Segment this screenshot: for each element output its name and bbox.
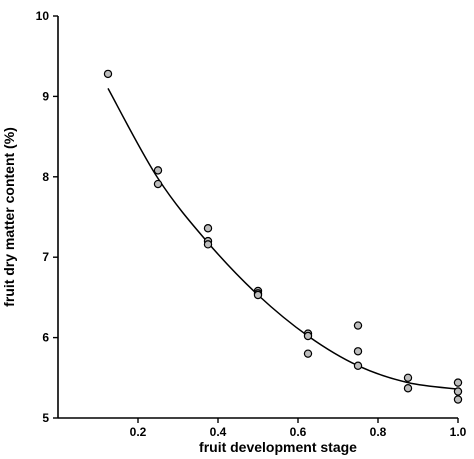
data-point (453, 378, 463, 387)
x-axis-ticks: 0.2 0.4 0.6 0.8 1.0 (130, 418, 467, 439)
x-axis-title: fruit development stage (199, 439, 357, 455)
data-point (203, 240, 213, 249)
x-tick-label: 0.2 (130, 425, 147, 439)
y-tick-label: 5 (42, 411, 49, 425)
data-point (203, 224, 213, 233)
y-tick-label: 6 (42, 331, 49, 345)
data-point (303, 349, 313, 358)
x-tick-label: 0.8 (370, 425, 387, 439)
data-point (153, 179, 163, 189)
data-point (303, 331, 313, 341)
y-tick-label: 9 (42, 89, 49, 103)
data-point (253, 290, 263, 300)
data-point (353, 347, 363, 356)
fitted-curve (107, 88, 459, 390)
x-tick-label: 1.0 (450, 425, 467, 439)
x-tick-label: 0.6 (290, 425, 307, 439)
y-axis-title: fruit dry matter content (%) (1, 127, 17, 307)
data-point (403, 373, 413, 382)
axes (57, 16, 458, 419)
data-point (453, 387, 463, 396)
y-tick-label: 10 (36, 9, 50, 23)
data-point (453, 395, 463, 404)
data-point (403, 384, 413, 393)
x-tick-label: 0.4 (210, 425, 227, 439)
data-point (103, 69, 113, 79)
y-tick-label: 7 (42, 250, 49, 264)
y-axis-ticks: 5 6 7 8 9 10 (36, 9, 58, 425)
data-point (353, 361, 363, 370)
data-point (353, 321, 363, 330)
data-point (153, 166, 163, 175)
y-tick-label: 8 (42, 170, 49, 184)
data-points (103, 69, 463, 404)
